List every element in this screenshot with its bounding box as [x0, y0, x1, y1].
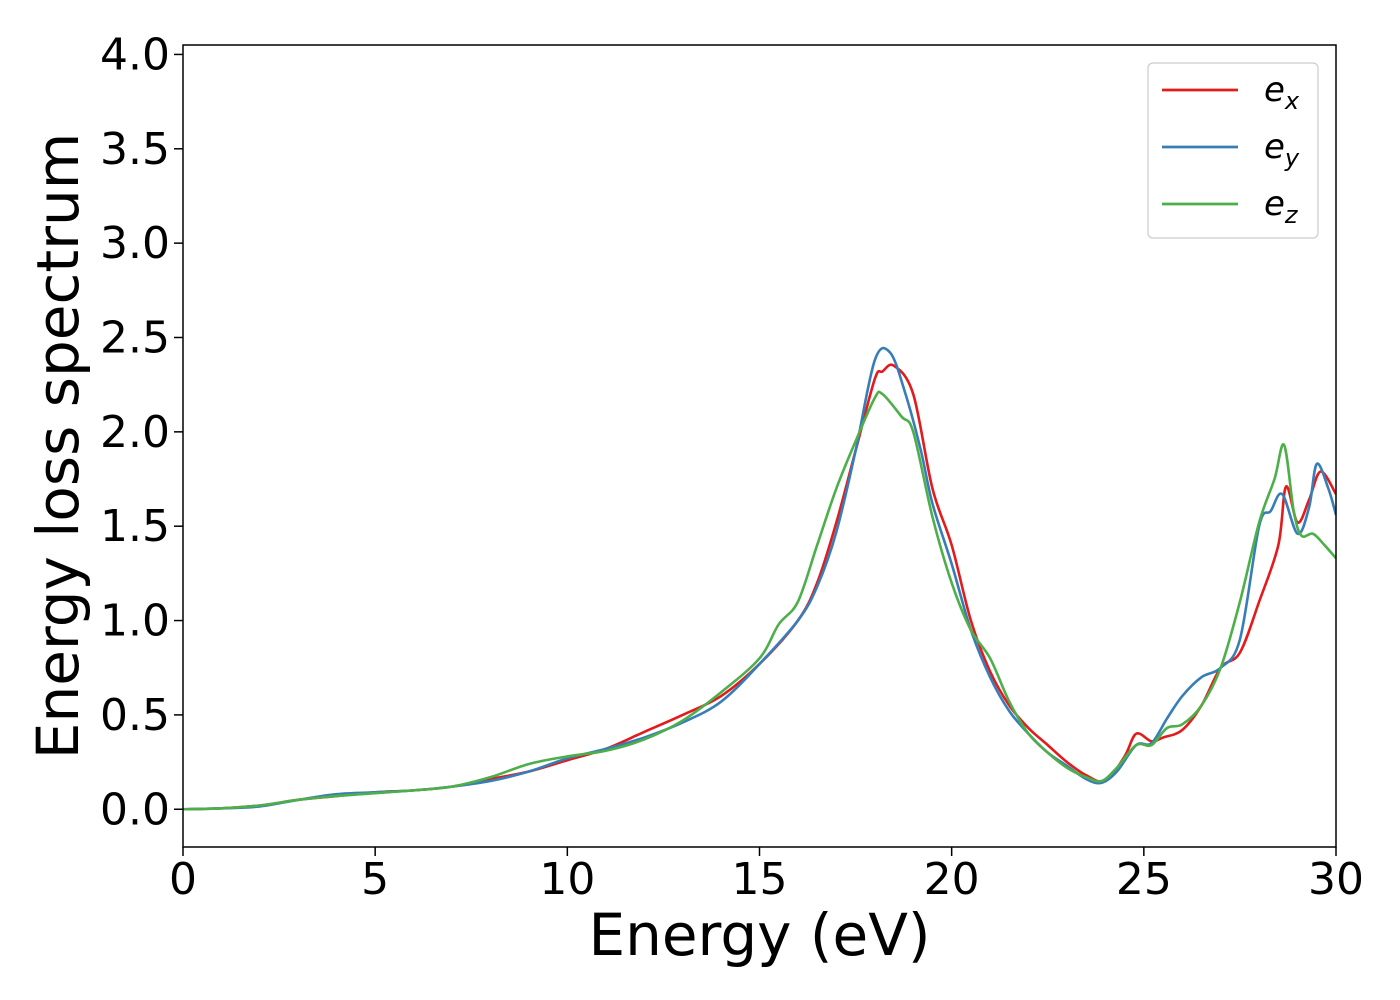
x-tick-label: 5: [361, 854, 389, 905]
y-tick-label: 0.0: [100, 784, 170, 835]
series-layer: [183, 346, 1336, 811]
y-tick-label: 3.5: [100, 124, 170, 175]
y-axis-ticks: 0.0 0.5 1.0 1.5 2.0 2.5 3.0 3.5 4.0: [100, 29, 183, 835]
y-tick-label: 3.0: [100, 218, 170, 269]
series-line-y: [183, 346, 1336, 811]
x-axis-title: Energy (eV): [588, 901, 930, 969]
x-tick-label: 20: [924, 854, 980, 905]
y-tick-label: 2.5: [100, 312, 170, 363]
y-tick-label: 0.5: [100, 690, 170, 741]
legend-label-x: ex: [1264, 70, 1300, 115]
legend-label-z: ez: [1264, 184, 1299, 229]
legend-label-y: ey: [1264, 127, 1300, 172]
x-tick-label: 15: [732, 854, 788, 905]
x-tick-label: 10: [539, 854, 595, 905]
legend: ex ey ez: [1147, 62, 1319, 239]
x-tick-label: 0: [169, 854, 197, 905]
legend-box: [1147, 62, 1319, 239]
y-axis-title: Energy loss spectrum: [24, 133, 92, 759]
y-tick-label: 2.0: [100, 407, 170, 458]
y-tick-label: 1.5: [100, 501, 170, 552]
y-tick-label: 1.0: [100, 596, 170, 647]
y-tick-label: 4.0: [100, 29, 170, 80]
x-tick-label: 30: [1308, 854, 1364, 905]
series-line-x: [183, 363, 1336, 811]
series-line-z: [183, 390, 1336, 811]
x-tick-label: 25: [1116, 854, 1172, 905]
x-axis-ticks: 0 5 10 15 20 25 30: [169, 847, 1364, 905]
